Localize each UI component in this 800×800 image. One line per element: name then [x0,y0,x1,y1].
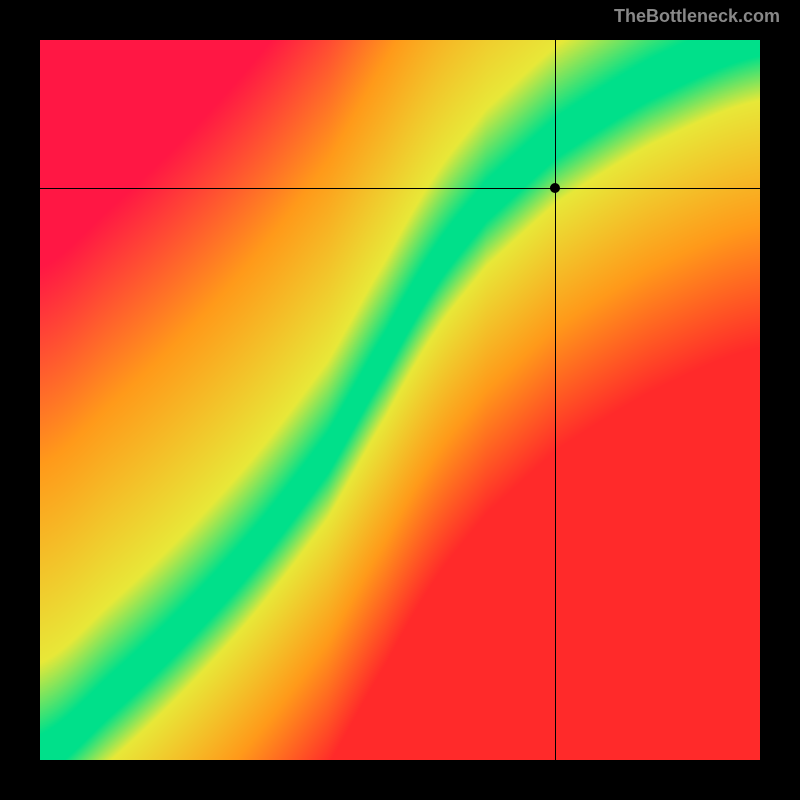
heatmap-plot [40,40,760,760]
crosshair-vertical [555,40,556,760]
watermark-text: TheBottleneck.com [614,6,780,27]
marker-dot [550,183,560,193]
heatmap-canvas [40,40,760,760]
crosshair-horizontal [40,188,760,189]
